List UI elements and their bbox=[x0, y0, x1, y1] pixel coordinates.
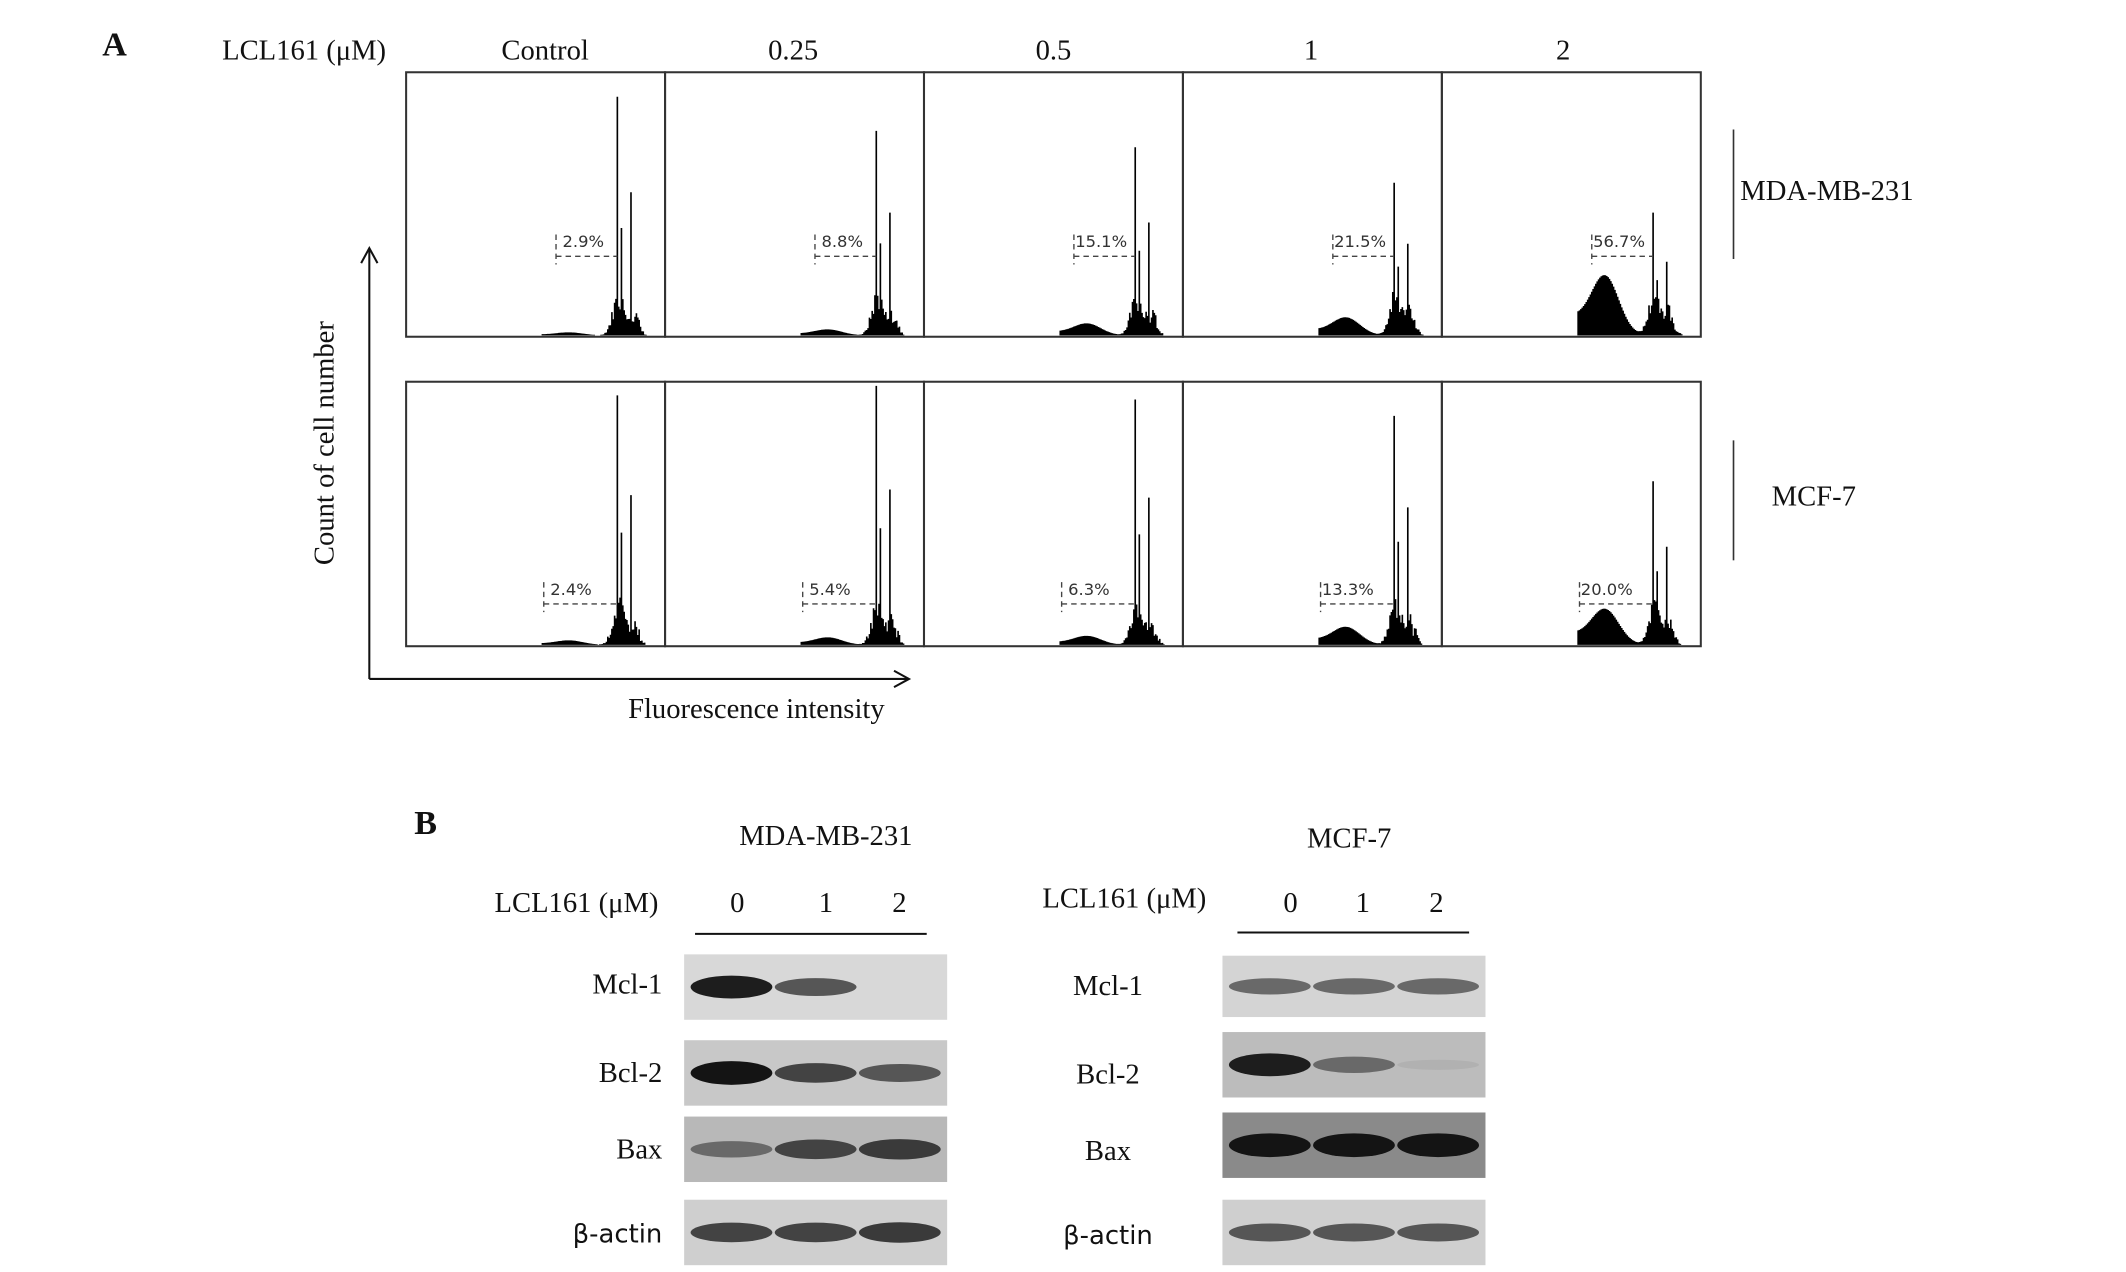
band bbox=[858, 1063, 941, 1082]
histogram bbox=[541, 96, 647, 336]
cell-line-label: MDA-MB-231 bbox=[1740, 175, 1913, 207]
plot-frame bbox=[1440, 380, 1702, 648]
histogram bbox=[541, 395, 646, 645]
protein-label: Bcl-2 bbox=[599, 1057, 663, 1089]
band bbox=[690, 1222, 773, 1243]
cell-line-label: MCF-7 bbox=[1772, 481, 1856, 513]
lane-label: 2 bbox=[892, 887, 906, 919]
blot-title: MCF-7 bbox=[1307, 823, 1391, 855]
blot-title: MDA-MB-231 bbox=[739, 820, 912, 852]
concentration-label: 0.25 bbox=[768, 35, 818, 67]
band bbox=[858, 1139, 941, 1160]
histogram bbox=[800, 130, 905, 336]
treatment-label: LCL161 (μM) bbox=[1042, 883, 1206, 915]
band bbox=[774, 978, 857, 997]
band bbox=[1313, 1056, 1395, 1073]
percentage-label: 56.7% bbox=[1593, 232, 1645, 251]
percentage-label: 6.3% bbox=[1068, 580, 1110, 599]
plot-frame bbox=[1181, 71, 1443, 338]
protein-label: Mcl-1 bbox=[1073, 970, 1143, 1002]
band bbox=[690, 1061, 773, 1085]
band bbox=[858, 1222, 941, 1243]
band bbox=[690, 1141, 773, 1158]
panel-label: A bbox=[102, 27, 127, 64]
plot-frame bbox=[664, 380, 926, 648]
gate-bracket bbox=[1578, 582, 1654, 613]
protein-label: β-actin bbox=[573, 1220, 663, 1250]
concentration-label: Control bbox=[501, 35, 588, 67]
gate-bracket bbox=[1332, 234, 1395, 265]
band bbox=[1228, 978, 1311, 995]
gate-bracket bbox=[814, 234, 877, 265]
histogram bbox=[1577, 481, 1682, 645]
band bbox=[1397, 978, 1480, 995]
band bbox=[774, 1139, 857, 1160]
percentage-label: 8.8% bbox=[821, 232, 863, 251]
histogram bbox=[800, 385, 905, 645]
percentage-label: 20.0% bbox=[1581, 580, 1633, 599]
histogram bbox=[1059, 147, 1164, 336]
band bbox=[1397, 1059, 1480, 1070]
percentage-label: 13.3% bbox=[1322, 580, 1374, 599]
y-axis-label: Count of cell number bbox=[309, 321, 341, 565]
lane-label: 1 bbox=[819, 887, 833, 919]
protein-label: β-actin bbox=[1063, 1221, 1153, 1251]
band bbox=[1228, 1133, 1311, 1158]
panel-label: B bbox=[414, 805, 437, 842]
protein-label: Mcl-1 bbox=[592, 969, 662, 1001]
gate-bracket bbox=[1073, 234, 1136, 265]
lane-label: 0 bbox=[730, 887, 744, 919]
histogram bbox=[1318, 182, 1424, 336]
gate-bracket bbox=[555, 234, 618, 265]
protein-label: Bax bbox=[1085, 1135, 1131, 1167]
gate-bracket bbox=[543, 582, 618, 613]
protein-label: Bcl-2 bbox=[1076, 1059, 1140, 1091]
treatment-label: LCL161 (μM) bbox=[495, 887, 659, 919]
lane-label: 2 bbox=[1429, 887, 1443, 919]
histogram bbox=[1577, 212, 1683, 336]
plot-frame bbox=[405, 71, 667, 338]
plot-frame bbox=[405, 380, 667, 648]
percentage-label: 15.1% bbox=[1075, 232, 1127, 251]
band bbox=[690, 975, 773, 999]
concentration-label: 0.5 bbox=[1036, 35, 1072, 67]
band bbox=[1313, 1133, 1395, 1158]
percentage-label: 21.5% bbox=[1334, 232, 1386, 251]
percentage-label: 2.4% bbox=[550, 580, 592, 599]
band bbox=[1313, 978, 1395, 995]
lane-label: 1 bbox=[1356, 887, 1370, 919]
lane-label: 0 bbox=[1283, 887, 1297, 919]
histogram bbox=[1059, 399, 1165, 645]
gate-bracket bbox=[802, 582, 877, 613]
band bbox=[1397, 1223, 1480, 1242]
gate-bracket bbox=[1060, 582, 1136, 613]
gate-bracket bbox=[1319, 582, 1395, 613]
band bbox=[1313, 1223, 1395, 1242]
x-axis-label: Fluorescence intensity bbox=[628, 693, 885, 725]
plot-frame bbox=[664, 71, 926, 338]
plot-frame bbox=[1440, 71, 1702, 338]
gate-bracket bbox=[1591, 234, 1654, 265]
concentration-label: 2 bbox=[1556, 35, 1570, 67]
band bbox=[774, 1063, 857, 1083]
plot-frame bbox=[922, 71, 1184, 338]
band bbox=[774, 1222, 857, 1243]
histogram bbox=[1318, 415, 1423, 645]
plot-frame bbox=[1181, 380, 1443, 648]
band bbox=[1397, 1133, 1480, 1158]
percentage-label: 5.4% bbox=[809, 580, 851, 599]
protein-label: Bax bbox=[616, 1134, 662, 1166]
band bbox=[1228, 1053, 1311, 1077]
percentage-label: 2.9% bbox=[563, 232, 605, 251]
plot-frame bbox=[922, 380, 1184, 648]
band bbox=[1228, 1223, 1311, 1242]
treatment-label: LCL161 (μM) bbox=[222, 35, 386, 67]
concentration-label: 1 bbox=[1304, 35, 1318, 67]
